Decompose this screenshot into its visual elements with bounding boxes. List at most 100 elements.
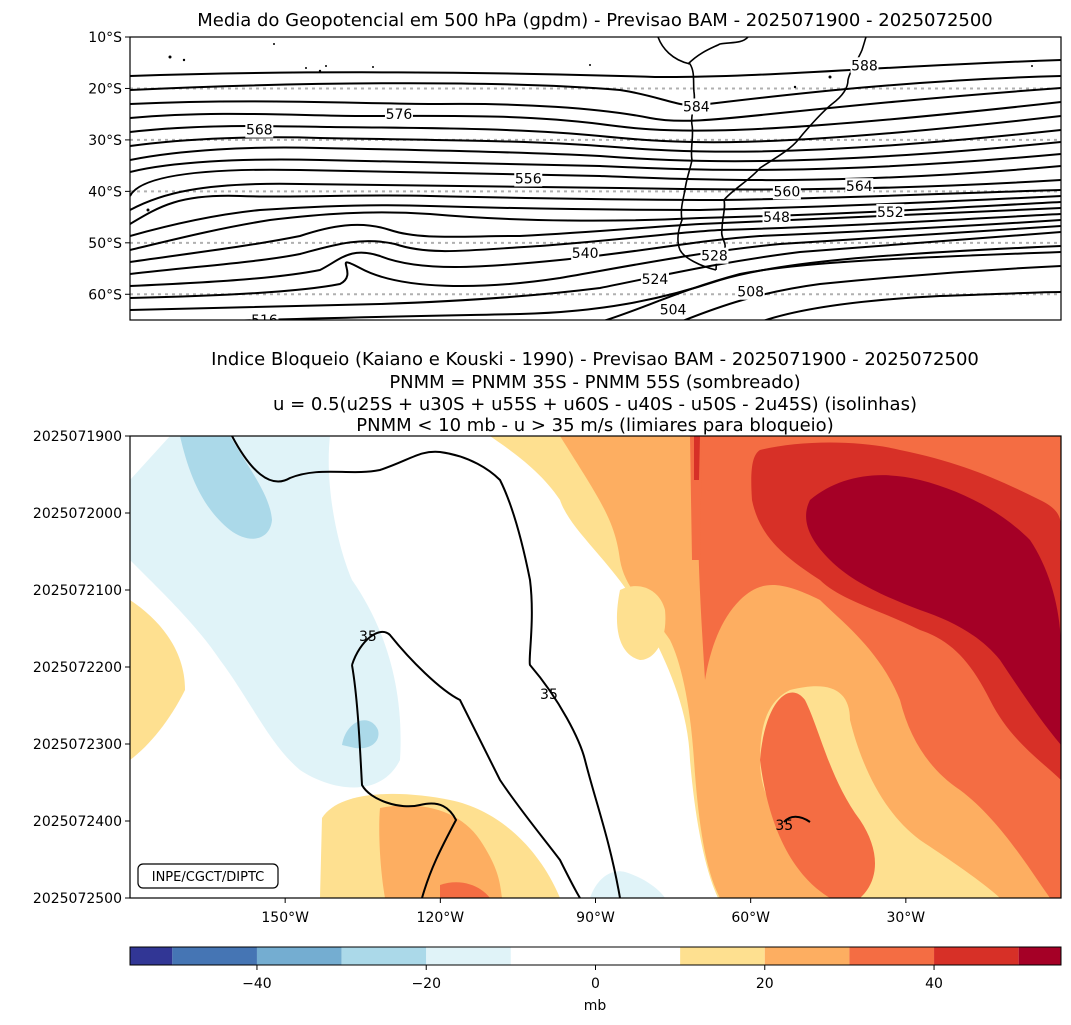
colorbar-tick-label: −40 <box>242 976 272 992</box>
bottom-chart-title: Indice Bloqueio (Kaiano e Kouski - 1990)… <box>211 349 979 436</box>
isoline <box>130 59 1061 79</box>
colorbar-segment <box>172 947 257 965</box>
colorbar-segment <box>595 947 681 965</box>
contour-label-bg <box>845 178 874 195</box>
contour-label: 35 <box>359 629 377 645</box>
top-y-axis: 10°S 20°S 30°S 40°S 50°S 60°S <box>88 30 130 303</box>
contour-label-bg <box>772 183 801 200</box>
x-tick-label: 90°W <box>576 910 615 926</box>
colorbar-label: mb <box>584 998 607 1014</box>
contour-label: 528 <box>701 249 728 265</box>
contour-label: 564 <box>846 179 873 195</box>
shade-region <box>806 475 1061 745</box>
shade-region <box>180 436 272 539</box>
isoline <box>130 101 1061 132</box>
isoline <box>130 179 1061 211</box>
contour-label: 35 <box>540 687 558 703</box>
y-tick-label: 2025071900 <box>33 429 122 445</box>
contour-label: 516 <box>251 313 278 329</box>
y-tick-label: 40°S <box>88 184 122 200</box>
bottom-title-line: Indice Bloqueio (Kaiano e Kouski - 1990)… <box>211 349 979 370</box>
contour-label-bg <box>571 245 600 262</box>
y-tick-label: 10°S <box>88 30 122 46</box>
colorbar-segment <box>510 947 596 965</box>
colorbar-segment <box>256 947 342 965</box>
y-tick-label: 60°S <box>88 287 122 303</box>
contour-label-bg <box>876 203 905 220</box>
colorbar-tick-label: 40 <box>925 976 943 992</box>
colorbar: −40 −20 0 20 40 <box>129 946 1062 992</box>
contour-label: 588 <box>851 58 878 74</box>
y-tick-label: 2025072400 <box>33 814 122 830</box>
isoline <box>226 245 1061 320</box>
contour-label: 504 <box>660 303 687 319</box>
contour-label-bg <box>659 301 688 318</box>
isoline <box>783 815 811 823</box>
colorbar-tick-label: −20 <box>411 976 441 992</box>
x-tick-label: 30°W <box>886 910 925 926</box>
contour-label: 508 <box>737 285 764 301</box>
isoline <box>130 207 1061 263</box>
contour-label-bg <box>682 98 711 115</box>
shade-region <box>590 871 665 898</box>
colorbar-tick-label: 20 <box>756 976 774 992</box>
contour-label: 556 <box>515 172 542 188</box>
contour-label-bg <box>514 170 543 187</box>
contour-label: 540 <box>572 246 599 262</box>
isoline <box>130 141 1061 163</box>
y-tick-label: 2025072100 <box>33 583 122 599</box>
contour-label: 524 <box>642 272 669 288</box>
y-tick-label: 50°S <box>88 236 122 252</box>
isoline <box>130 189 1061 225</box>
y-tick-label: 2025072200 <box>33 660 122 676</box>
contour-label-bg <box>245 121 274 138</box>
isoline <box>682 265 1061 320</box>
y-tick-label: 2025072000 <box>33 506 122 522</box>
south-america-coastline <box>657 37 717 271</box>
shade-region <box>616 586 666 660</box>
colorbar-tick-label: 0 <box>591 976 600 992</box>
bottom-title-line: u = 0.5(u25S + u30S + u55S + u60S - u40S… <box>273 394 917 415</box>
colorbar-segment <box>130 947 173 965</box>
contour-label: 35 <box>775 818 793 834</box>
x-tick-label: 60°W <box>731 910 770 926</box>
isoline <box>130 213 1061 275</box>
bottom-x-axis: 150°W 120°W 90°W 60°W 30°W <box>261 898 925 926</box>
isoline <box>603 251 1061 320</box>
contour-label-bg <box>384 106 413 123</box>
shade-region <box>130 436 401 788</box>
contour-label: 568 <box>246 123 273 139</box>
shade-region <box>760 692 875 898</box>
contour-label-bg <box>736 283 765 300</box>
shade-region <box>694 436 700 480</box>
shade-region <box>130 600 185 760</box>
contour-label: 584 <box>683 99 710 115</box>
coastline-detail <box>687 37 749 65</box>
contour-label: 560 <box>774 184 801 200</box>
isoline <box>130 231 1061 311</box>
x-tick-label: 150°W <box>261 910 309 926</box>
bottom-title-line: PNMM < 10 mb - u > 35 m/s (limiares para… <box>356 415 833 436</box>
contour-label: 548 <box>763 210 790 226</box>
isoline <box>130 75 1061 107</box>
contour-label-bg <box>250 312 279 320</box>
isoline <box>231 436 621 898</box>
credit-text: INPE/CGCT/DIPTC <box>152 870 264 885</box>
contour-label: 552 <box>877 205 904 221</box>
y-tick-label: 2025072500 <box>33 891 122 907</box>
colorbar-segment <box>1018 947 1061 965</box>
isoline <box>130 225 1061 299</box>
contour-label: 576 <box>386 107 413 123</box>
bottom-y-axis: 2025071900 2025072000 2025072100 2025072200… <box>33 429 130 907</box>
y-tick-label: 30°S <box>88 133 122 149</box>
contour-label-bg <box>640 270 669 287</box>
x-tick-label: 120°W <box>417 910 465 926</box>
y-tick-label: 20°S <box>88 81 122 97</box>
contour-label-bg <box>700 247 729 264</box>
colorbar-segment <box>849 947 935 965</box>
isoline <box>130 153 1061 173</box>
credit-box: INPE/CGCT/DIPTC <box>137 863 279 889</box>
shade-region <box>440 882 490 898</box>
contour-label-bg <box>762 209 791 226</box>
